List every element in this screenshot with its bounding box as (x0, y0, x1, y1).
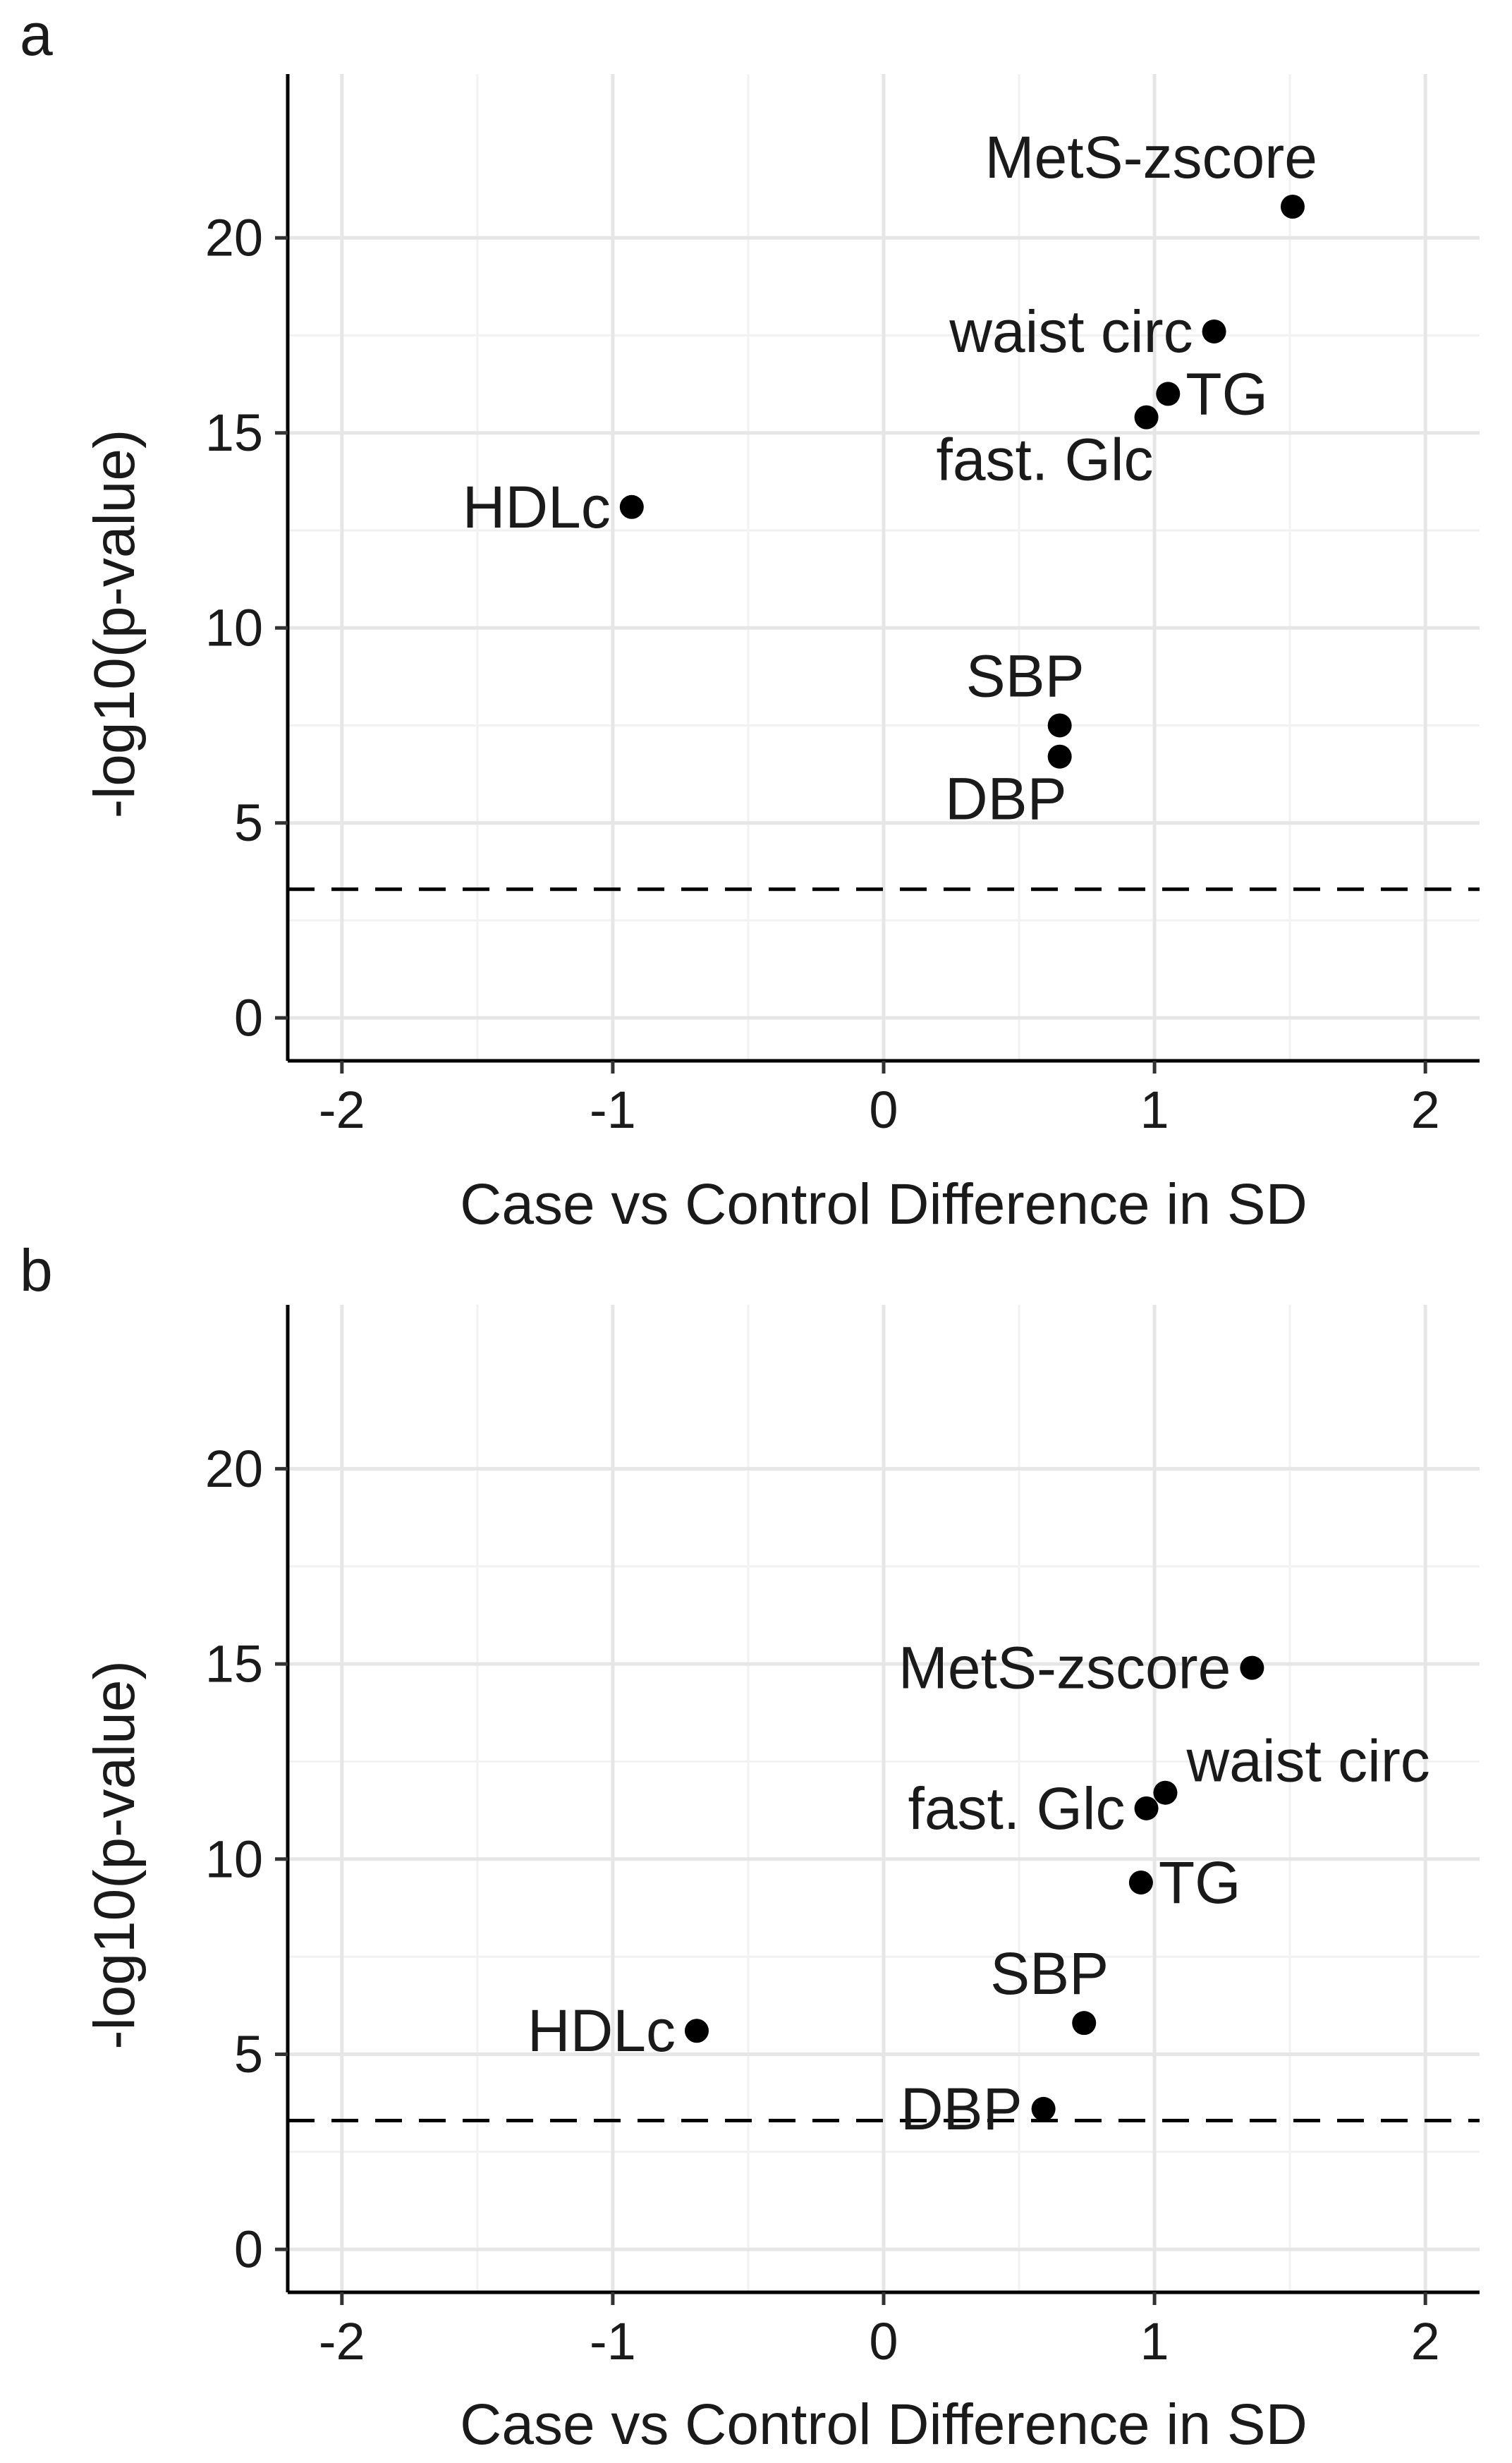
panel-a-y-axis-title: -log10(p-value) (83, 430, 147, 819)
panel-b-panel-label: b (20, 1237, 53, 1303)
panel-a-point-label-sbp: SBP (966, 643, 1085, 709)
panel-b-point-label-hdlc: HDLc (528, 1997, 676, 2064)
panel-b-x-tick-label: 1 (1140, 2312, 1169, 2371)
panel-b-point-label-sbp: SBP (990, 1940, 1109, 2007)
panel-b-y-tick-label: 5 (234, 2025, 263, 2084)
panel-b-x-tick-label: 0 (869, 2312, 898, 2371)
panel-a-point-label-fast-glc: fast. Glc (936, 427, 1153, 493)
panel-a-y-tick-label: 0 (234, 989, 263, 1047)
panel-b-point-mets-zscore (1240, 1655, 1264, 1680)
panel-a-point-label-mets-zscore: MetS-zscore (985, 124, 1317, 190)
panel-a-point-fast-glc (1134, 405, 1159, 430)
panel-b-point-sbp (1072, 2011, 1097, 2036)
panel-a-point-tg (1156, 382, 1181, 406)
panel-b-y-tick-label: 0 (234, 2220, 263, 2279)
panel-b-point-label-fast-glc: fast. Glc (908, 1775, 1125, 1842)
panel-a-point-label-waist-circ: waist circ (949, 298, 1193, 365)
panel-b-point-label-mets-zscore: MetS-zscore (898, 1635, 1231, 1701)
panel-b-point-fast-glc (1134, 1796, 1159, 1820)
panel-a-x-tick-label: -2 (319, 1081, 365, 1139)
panel-b-y-tick-label: 20 (205, 1440, 263, 1498)
panel-a-x-axis-title: Case vs Control Difference in SD (460, 1172, 1307, 1236)
panel-a-point-mets-zscore (1280, 195, 1305, 219)
panel-b-y-axis-title: -log10(p-value) (83, 1660, 147, 2050)
panel-a-x-tick-label: 2 (1411, 1081, 1440, 1139)
panel-a-point-hdlc (619, 494, 644, 519)
panel-a-point-label-tg: TG (1185, 360, 1268, 427)
panel-b-point-hdlc (684, 2019, 709, 2043)
panel-b-x-tick-label: -1 (590, 2312, 636, 2371)
panel-a-y-tick-label: 5 (234, 793, 263, 852)
panel-a-y-tick-label: 15 (205, 403, 263, 462)
panel-b-point-label-waist-circ: waist circ (1185, 1728, 1429, 1794)
panel-a-point-dbp (1047, 744, 1072, 769)
panel-a-point-label-dbp: DBP (945, 766, 1067, 832)
panel-a-x-tick-label: 1 (1140, 1081, 1169, 1139)
panel-b-y-tick-label: 10 (205, 1830, 263, 1888)
panel-b-point-tg (1128, 1870, 1153, 1895)
panel-a-y-tick-label: 20 (205, 209, 263, 267)
panel-b-point-waist-circ (1153, 1780, 1178, 1805)
panel-a-panel-label: a (20, 1, 53, 68)
panel-b-x-tick-label: 2 (1411, 2312, 1440, 2371)
panel-b-x-tick-label: -2 (319, 2312, 365, 2371)
panel-a-x-tick-label: -1 (590, 1081, 636, 1139)
panel-b-point-label-tg: TG (1159, 1849, 1241, 1916)
panel-b-x-axis-title: Case vs Control Difference in SD (460, 2392, 1307, 2457)
panel-b-y-tick-label: 15 (205, 1635, 263, 1693)
panel-a-y-tick-label: 10 (205, 599, 263, 657)
panel-a-x-tick-label: 0 (869, 1081, 898, 1139)
panel-a-point-sbp (1047, 713, 1072, 738)
panel-b-point-dbp (1031, 2096, 1056, 2121)
panel-b-point-label-dbp: DBP (901, 2076, 1023, 2142)
panel-a-point-waist-circ (1202, 319, 1226, 343)
panel-a-point-label-hdlc: HDLc (463, 474, 611, 540)
